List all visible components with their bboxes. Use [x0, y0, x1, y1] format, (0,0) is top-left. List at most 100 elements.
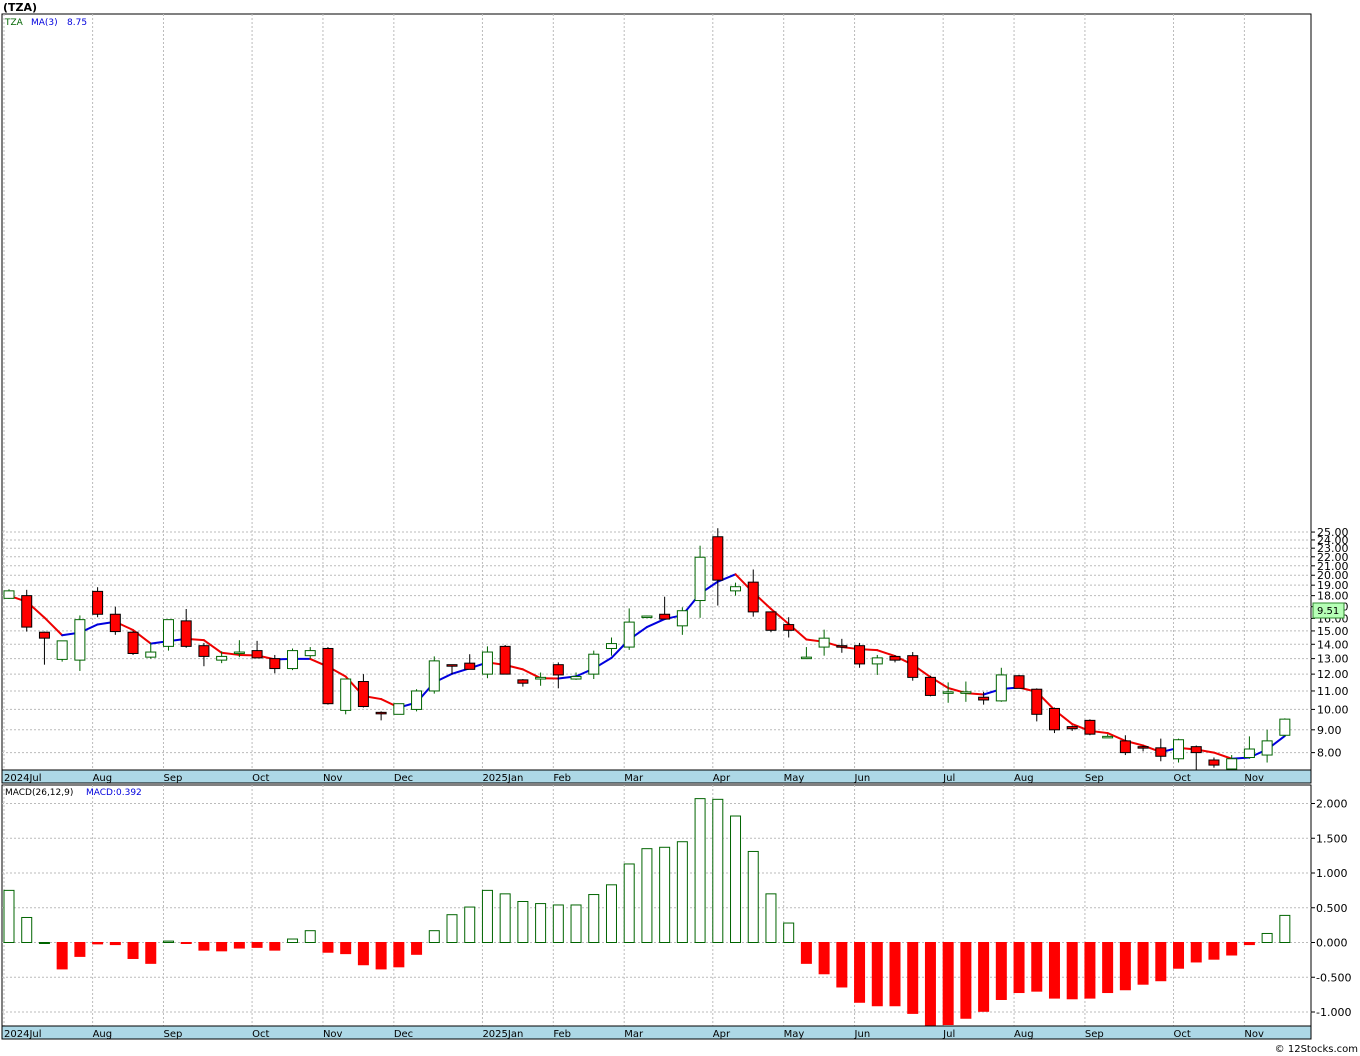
candle	[1048, 707, 1060, 734]
candle	[251, 640, 263, 659]
candle-body	[659, 613, 671, 620]
candle	[357, 674, 369, 708]
candle-body	[21, 595, 33, 628]
candle-body	[570, 676, 582, 680]
candle-body	[800, 656, 812, 660]
macd-bar	[109, 942, 121, 946]
macd-bar	[1048, 942, 1060, 999]
macd-bar	[641, 848, 653, 943]
macd-x-tick-label: Nov	[1244, 1029, 1264, 1040]
candle	[924, 675, 936, 697]
price-y-tick-label: 19.00	[1317, 579, 1349, 592]
candle-body	[694, 556, 706, 602]
candle	[1137, 745, 1149, 752]
candle	[56, 640, 68, 662]
macd-legend-value: MACD:0.392	[86, 788, 142, 798]
macd-x-tick-label: Mar	[624, 1029, 644, 1040]
macd-legend-params: MACD(26,12,9)	[5, 788, 73, 798]
price-x-tick-label: Oct	[252, 773, 269, 784]
macd-bar	[623, 863, 635, 944]
macd-x-tick-label: Aug	[1014, 1029, 1034, 1040]
price-y-tick-label: 14.00	[1317, 638, 1349, 651]
macd-y-tick-label: 0.000	[1316, 937, 1348, 950]
candle	[1119, 735, 1131, 756]
macd-bar	[38, 942, 50, 944]
price-x-tick-label: Aug	[1014, 773, 1034, 784]
candle-body	[960, 691, 972, 694]
candle-body	[588, 653, 600, 675]
candle-body	[393, 703, 405, 715]
price-x-tick-label: Nov	[1244, 773, 1264, 784]
candle	[446, 664, 458, 675]
candle	[659, 596, 671, 620]
candle	[942, 682, 954, 703]
macd-bar	[1279, 914, 1291, 944]
price-y-tick-label: 25.00	[1317, 526, 1349, 539]
price-y-tick-label: 13.00	[1317, 653, 1349, 666]
macd-bar	[871, 942, 883, 1007]
macd-bars	[3, 798, 1291, 1030]
candle	[570, 672, 582, 680]
candle-body	[162, 619, 174, 647]
macd-y-tick-label: -1.000	[1316, 1006, 1351, 1019]
macd-bar	[588, 894, 600, 943]
price-grid	[2, 14, 1311, 770]
macd-bar	[783, 922, 795, 943]
macd-bar	[21, 916, 33, 943]
macd-bar	[340, 942, 352, 955]
candle-body	[251, 650, 263, 659]
candle-body	[3, 590, 15, 599]
candle-body	[411, 690, 423, 710]
candle	[180, 608, 192, 648]
candle-body	[730, 586, 742, 592]
legend-ma-label: MA(3)	[31, 18, 58, 28]
macd-bar	[1031, 942, 1043, 992]
candle-body	[1137, 746, 1149, 749]
macd-bar	[74, 942, 86, 957]
candle	[588, 650, 600, 680]
macd-x-tick-label: Sep	[163, 1029, 182, 1040]
candle-body	[357, 681, 369, 708]
macd-bar	[1226, 942, 1238, 956]
candle	[411, 689, 423, 712]
candle	[1279, 718, 1291, 737]
macd-bar	[535, 903, 547, 944]
candle	[322, 647, 334, 705]
macd-bar	[198, 942, 210, 951]
macd-panel	[1, 784, 1312, 1027]
candle-body	[1013, 675, 1025, 689]
macd-x-tick-label: Apr	[713, 1029, 731, 1040]
macd-bar	[942, 942, 954, 1026]
macd-bar	[605, 884, 617, 944]
price-y-tick-label: 21.00	[1317, 560, 1349, 573]
candle	[1066, 725, 1078, 731]
candle	[730, 582, 742, 596]
candle-body	[765, 611, 777, 631]
candle-body	[216, 655, 228, 661]
ma3-segment	[43, 616, 64, 637]
candle	[623, 608, 635, 650]
candlesticks	[3, 528, 1291, 771]
candle-body	[74, 619, 86, 661]
macd-bar	[960, 942, 972, 1019]
macd-bar	[552, 904, 564, 943]
macd-bar	[322, 942, 334, 953]
candle-body	[836, 645, 848, 648]
macd-bar	[1013, 942, 1025, 994]
legend-symbol: TZA	[4, 18, 24, 28]
macd-bar	[747, 850, 759, 944]
candle	[517, 679, 529, 687]
price-y-tick-label: 8.00	[1317, 747, 1342, 760]
candle-body	[623, 621, 635, 648]
candle	[1243, 736, 1255, 759]
price-y-tick-label: 22.00	[1317, 551, 1349, 564]
price-x-tick-label: Sep	[1085, 773, 1104, 784]
candle-body	[38, 631, 50, 639]
macd-y-tick-label: 2.000	[1316, 798, 1348, 811]
macd-bar	[818, 942, 830, 975]
candle-body	[56, 640, 68, 660]
macd-bar	[92, 942, 104, 945]
macd-bar	[1084, 942, 1096, 999]
macd-bar	[712, 798, 724, 944]
candle-body	[747, 581, 759, 613]
